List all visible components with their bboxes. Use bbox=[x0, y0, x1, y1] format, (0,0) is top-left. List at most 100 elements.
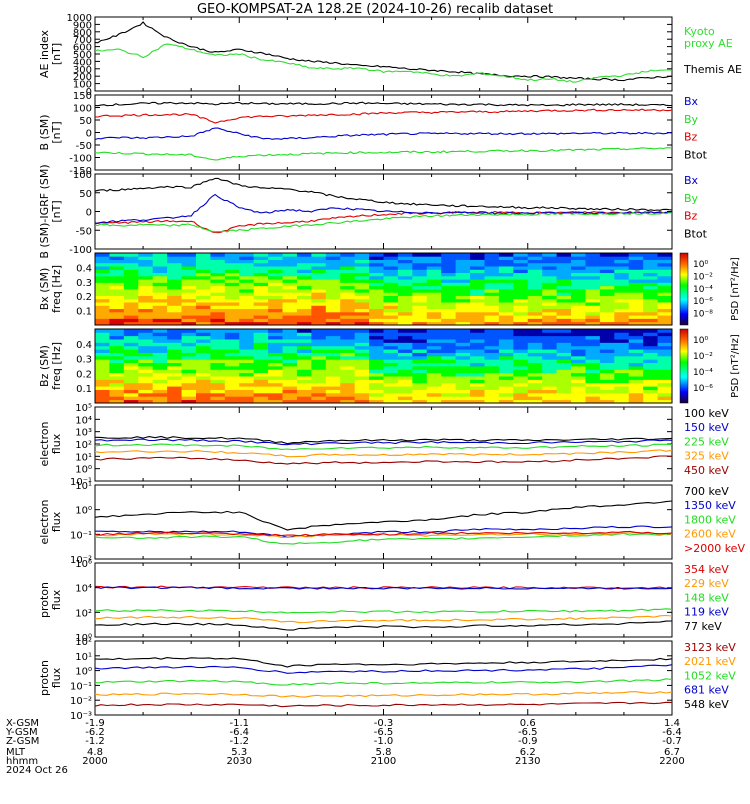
spectrogram-cell bbox=[383, 342, 399, 347]
spectrogram-cell bbox=[167, 355, 182, 360]
spectrogram-cell bbox=[643, 256, 658, 260]
spectrogram-cell bbox=[152, 369, 168, 374]
spectrogram-cell bbox=[643, 345, 658, 350]
spectrogram-cell bbox=[123, 308, 139, 313]
spectrogram-cell bbox=[470, 275, 485, 280]
spectrogram-cell bbox=[585, 382, 601, 387]
spectrogram-cell bbox=[340, 392, 356, 397]
spectrogram-cell bbox=[268, 339, 283, 343]
spectrogram-cell bbox=[542, 339, 557, 343]
spectrogram-cell bbox=[325, 272, 341, 277]
spectrogram-cell bbox=[138, 295, 154, 300]
spectrogram-cell bbox=[311, 392, 327, 397]
spectrogram-cell bbox=[397, 399, 413, 404]
spectrogram-cell bbox=[195, 382, 211, 387]
spectrogram-cell bbox=[426, 369, 442, 374]
spectrogram-cell bbox=[556, 308, 572, 313]
spectrogram-cell bbox=[152, 282, 168, 287]
spectrogram-cell bbox=[498, 369, 514, 374]
spectrogram-cell bbox=[643, 332, 658, 337]
spectrogram-cell bbox=[643, 259, 658, 264]
series-line-ae bbox=[94, 21, 673, 82]
spectrogram-cell bbox=[441, 305, 457, 310]
spectrogram-cell bbox=[498, 352, 514, 357]
spectrogram-cell bbox=[253, 279, 269, 283]
spectrogram-cell bbox=[123, 352, 139, 357]
spectrogram-cell bbox=[542, 282, 557, 287]
spectrogram-cell bbox=[253, 376, 269, 380]
spectrogram-cell bbox=[498, 318, 514, 323]
spectrogram-cell bbox=[311, 379, 327, 384]
spectrogram-cell bbox=[95, 275, 110, 280]
spectrogram-cell bbox=[224, 298, 240, 303]
spectrogram-cell bbox=[484, 315, 500, 319]
spectrogram-cell bbox=[325, 311, 341, 316]
spectrogram-cell bbox=[325, 359, 341, 364]
spectrogram-cell bbox=[340, 272, 356, 277]
spectrogram-cell bbox=[311, 339, 327, 343]
spectrogram-cell bbox=[354, 345, 370, 350]
spectrogram-cell bbox=[167, 366, 182, 370]
spectrogram-cell bbox=[340, 389, 356, 394]
spectrogram-cell bbox=[513, 292, 529, 296]
spectrogram-cell bbox=[253, 266, 269, 270]
spectrogram-cell bbox=[296, 396, 312, 401]
spectrogram-cell bbox=[369, 318, 384, 323]
colorbar-tick-label: 10⁻² bbox=[693, 352, 713, 362]
spectrogram-cell bbox=[253, 318, 269, 323]
spectrogram-cell bbox=[571, 262, 586, 267]
spectrogram-cell bbox=[210, 302, 226, 306]
spectrogram-cell bbox=[224, 335, 240, 340]
x-axis-row-label: hhmm bbox=[6, 756, 38, 767]
spectrogram-cell bbox=[397, 379, 413, 384]
spectrogram-cell bbox=[167, 256, 182, 260]
y-tick-label: 10¹ bbox=[75, 481, 92, 492]
spectrogram-cell bbox=[268, 389, 283, 394]
spectrogram-cell bbox=[268, 285, 283, 290]
spectrogram-cell bbox=[455, 376, 471, 380]
spectrogram-cell bbox=[585, 269, 601, 274]
spectrogram-cell bbox=[109, 379, 125, 384]
y-axis-label: [nT] bbox=[50, 200, 63, 222]
spectrogram-cell bbox=[268, 372, 283, 377]
spectrogram-cell bbox=[152, 355, 168, 360]
spectrogram-cell bbox=[224, 318, 240, 323]
legend-entry: Themis AE bbox=[683, 63, 742, 76]
spectrogram-cell bbox=[498, 392, 514, 397]
spectrogram-cell bbox=[325, 315, 341, 319]
spectrogram-cell bbox=[268, 302, 283, 306]
spectrogram-cell bbox=[325, 262, 341, 267]
spectrogram-cell bbox=[599, 345, 615, 350]
spectrogram-cell bbox=[556, 285, 572, 290]
y-tick-label: 500 bbox=[73, 50, 92, 61]
spectrogram-cell bbox=[412, 305, 428, 310]
spectrogram-cell bbox=[614, 342, 630, 347]
spectrogram-cell bbox=[383, 315, 399, 319]
spectrogram-cell bbox=[470, 298, 485, 303]
spectrogram-cell bbox=[643, 382, 658, 387]
spectrogram-cell bbox=[455, 355, 471, 360]
spectrogram-cell bbox=[513, 272, 529, 277]
spectrogram-cell bbox=[268, 259, 283, 264]
spectrogram-cell bbox=[599, 362, 615, 367]
spectrogram-cell bbox=[325, 342, 341, 347]
spectrogram-cell bbox=[599, 262, 615, 267]
spectrogram-cell bbox=[224, 392, 240, 397]
spectrogram-cell bbox=[441, 282, 457, 287]
spectrogram-cell bbox=[643, 349, 658, 353]
spectrogram-cell bbox=[571, 275, 586, 280]
spectrogram-cell bbox=[513, 359, 529, 364]
y-tick-label: 50 bbox=[79, 189, 92, 200]
x-axis-value: -6.4 bbox=[229, 727, 249, 738]
spectrogram-cell bbox=[628, 318, 644, 323]
spectrogram-cell bbox=[484, 256, 500, 260]
spectrogram-cell bbox=[195, 335, 211, 340]
spectrogram-cell bbox=[109, 355, 125, 360]
spectrogram-cell bbox=[224, 269, 240, 274]
spectrogram-cell bbox=[152, 315, 168, 319]
spectrogram-cell bbox=[542, 272, 557, 277]
spectrogram-cell bbox=[441, 329, 457, 333]
spectrogram-cell bbox=[282, 282, 298, 287]
spectrogram-cell bbox=[253, 386, 269, 390]
